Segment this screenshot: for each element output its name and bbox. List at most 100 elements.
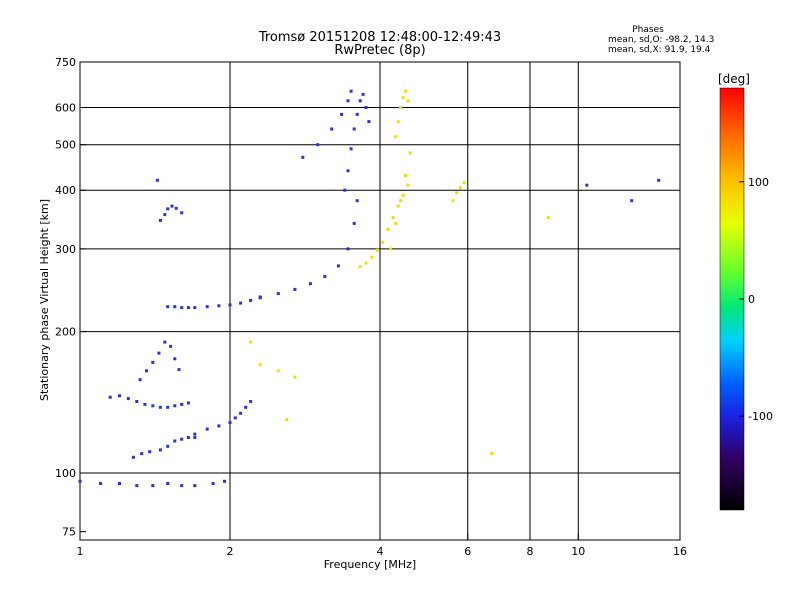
data-point-o	[361, 92, 365, 96]
data-point-o	[316, 143, 320, 147]
y-tick-label: 400	[55, 184, 76, 197]
data-point-x	[408, 151, 412, 155]
data-point-o	[233, 416, 237, 420]
data-point-o	[193, 306, 197, 310]
data-point-o	[205, 305, 209, 309]
data-point-o	[228, 303, 232, 307]
y-axis-label: Stationary phase Virtual Height [km]	[38, 199, 51, 401]
data-point-o	[158, 218, 162, 222]
data-point-x	[386, 228, 390, 231]
chart-title: Tromsø 20151208 12:48:00-12:49:43	[258, 30, 501, 45]
data-point-o	[155, 178, 159, 182]
data-point-o	[340, 112, 344, 116]
colorbar-tick-label: 100	[748, 176, 769, 189]
data-point-o	[352, 127, 356, 131]
phases-x-stats: mean, sd,X: 91.9, 19.4	[608, 45, 711, 55]
data-point-o	[217, 304, 221, 308]
colorbar-label: [deg]	[718, 72, 750, 86]
data-point-o	[336, 264, 340, 268]
data-point-o	[211, 482, 215, 485]
data-point-o	[308, 282, 312, 286]
y-tick-label: 75	[62, 526, 76, 539]
data-point-x	[293, 375, 297, 379]
data-point-o	[145, 369, 148, 373]
data-point-o	[163, 340, 167, 344]
data-point-o	[180, 484, 184, 488]
data-point-x	[458, 186, 462, 190]
data-point-o	[205, 427, 209, 431]
data-point-o	[355, 112, 359, 116]
data-point-o	[364, 106, 368, 109]
data-point-o	[186, 436, 190, 439]
data-point-x	[399, 199, 403, 203]
data-point-o	[173, 439, 177, 443]
grid-lines	[80, 62, 680, 540]
data-point-o	[180, 437, 184, 441]
y-tick-label: 100	[55, 467, 76, 480]
data-point-o	[323, 275, 327, 278]
x-axis-label: Frequency [MHz]	[324, 558, 416, 571]
data-point-x	[406, 183, 410, 187]
data-point-o	[131, 455, 135, 459]
x-tick-label: 10	[571, 545, 585, 558]
data-point-o	[367, 120, 371, 124]
data-point-o	[118, 482, 121, 485]
phases-o-stats: mean, sd,O: -98.2, 14.3	[608, 35, 714, 45]
data-point-o	[276, 292, 280, 296]
data-point-o	[140, 452, 144, 456]
data-point-o	[355, 199, 359, 203]
data-point-o	[346, 169, 350, 173]
data-point-x	[391, 216, 395, 219]
data-point-x	[364, 261, 368, 265]
data-point-x	[406, 99, 410, 103]
data-point-x	[401, 193, 405, 197]
data-point-x	[396, 204, 400, 208]
data-point-o	[108, 395, 112, 399]
data-point-o	[301, 155, 305, 159]
data-point-o	[330, 127, 334, 131]
colorbar-ticks: 100 0 -100	[739, 176, 773, 423]
data-point-o	[135, 484, 139, 488]
data-point-o	[173, 305, 177, 309]
data-point-o	[630, 199, 634, 203]
data-point-o	[193, 484, 197, 488]
data-point-x	[546, 216, 550, 219]
data-point-x	[258, 363, 262, 367]
data-point-o	[186, 401, 190, 405]
data-point-x	[462, 181, 466, 185]
data-point-o	[163, 213, 167, 217]
data-point-x	[394, 135, 398, 139]
data-point-x	[381, 240, 385, 244]
data-point-o	[180, 211, 184, 215]
data-point-o	[157, 351, 161, 355]
data-point-o	[166, 444, 170, 448]
axis-ticks: 1 2 4 6 8 10 16 75 100 200 300 400 500 600 750	[55, 56, 687, 558]
y-tick-label: 200	[55, 326, 76, 339]
data-point-o	[349, 89, 353, 93]
data-point-o	[217, 424, 221, 428]
colorbar-tick-label: 0	[748, 293, 755, 306]
data-point-x	[370, 255, 374, 259]
data-point-o	[169, 344, 173, 348]
x-tick-label: 4	[377, 545, 384, 558]
data-point-o	[158, 405, 162, 409]
chart-subtitle: RwPretec (8p)	[334, 43, 425, 58]
data-point-o	[258, 295, 262, 299]
data-point-o	[148, 450, 152, 454]
data-point-o	[346, 99, 350, 103]
data-point-o	[585, 183, 589, 187]
data-point-x	[249, 340, 253, 344]
data-point-o	[151, 484, 155, 488]
data-point-o	[228, 421, 232, 425]
data-point-o	[173, 357, 177, 361]
data-point-x	[404, 174, 407, 177]
data-point-x	[455, 191, 459, 195]
x-tick-label: 1	[77, 545, 84, 558]
x-tick-label: 8	[527, 545, 534, 558]
data-point-x	[276, 369, 280, 373]
data-point-o	[166, 482, 170, 485]
data-point-x	[401, 96, 405, 100]
y-tick-label: 750	[55, 56, 76, 69]
data-point-x	[389, 247, 393, 251]
data-point-o	[239, 301, 243, 305]
